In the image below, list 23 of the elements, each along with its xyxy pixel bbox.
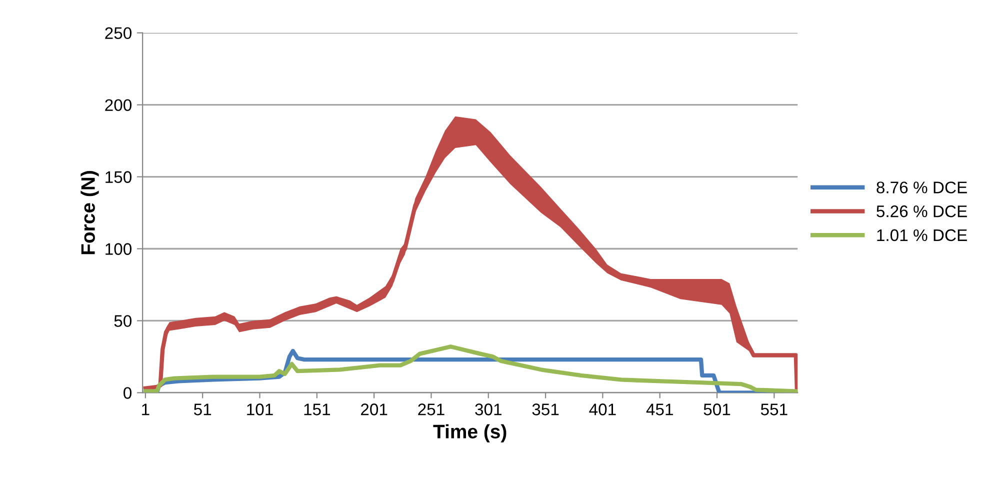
- y-axis-title: Force (N): [80, 171, 99, 254]
- y-tick-label: 50: [114, 315, 132, 327]
- x-tick-label: 151: [304, 404, 330, 416]
- x-tick-label: 251: [418, 404, 444, 416]
- x-tick-label: 1: [142, 404, 150, 416]
- x-tick-label: 501: [704, 404, 730, 416]
- x-tick-label: 451: [646, 404, 673, 416]
- x-tick-label: 201: [360, 404, 388, 416]
- x-tick-label: 351: [532, 404, 559, 416]
- legend-label: 1.01 % DCE: [877, 229, 967, 242]
- legend-label: 5.26 % DCE: [876, 205, 967, 218]
- y-tick-label: 100: [106, 243, 132, 255]
- y-tick-label: 0: [124, 387, 132, 399]
- legend-label: 8.76 % DCE: [876, 182, 967, 194]
- x-tick-label: 101: [247, 404, 273, 416]
- x-tick-label: 301: [475, 404, 502, 416]
- x-tick-label: 51: [194, 404, 212, 416]
- x-axis-title: Time (s): [433, 424, 506, 442]
- y-tick-label: 250: [105, 27, 132, 40]
- y-tick-label: 150: [106, 171, 132, 183]
- x-tick-label: 551: [760, 404, 788, 416]
- y-tick-label: 200: [105, 99, 132, 112]
- x-tick-label: 401: [589, 404, 616, 416]
